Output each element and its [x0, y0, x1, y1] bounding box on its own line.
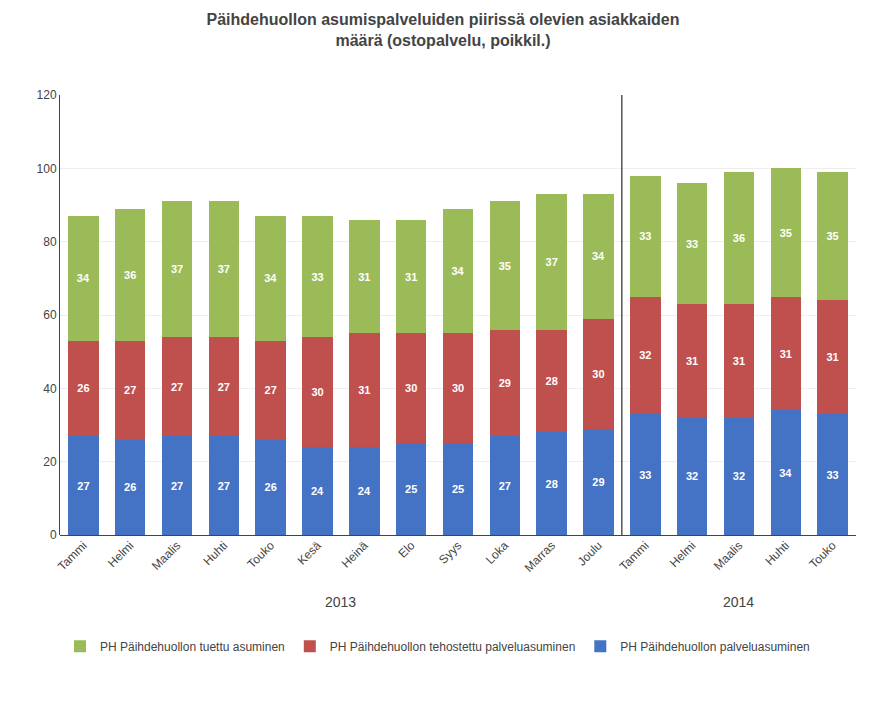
svg-text:30: 30 — [405, 382, 417, 394]
svg-text:34: 34 — [77, 272, 90, 284]
svg-text:Heinä: Heinä — [339, 538, 371, 570]
svg-text:2013: 2013 — [325, 594, 356, 610]
svg-text:27: 27 — [218, 480, 230, 492]
svg-text:20: 20 — [43, 455, 57, 469]
svg-text:31: 31 — [405, 271, 417, 283]
svg-text:30: 30 — [311, 386, 323, 398]
svg-text:34: 34 — [592, 250, 605, 262]
svg-text:35: 35 — [826, 230, 838, 242]
svg-text:32: 32 — [733, 470, 745, 482]
svg-text:37: 37 — [546, 256, 558, 268]
svg-text:Helmi: Helmi — [105, 538, 137, 570]
svg-text:30: 30 — [592, 368, 604, 380]
svg-text:27: 27 — [171, 480, 183, 492]
svg-text:Huhti: Huhti — [762, 538, 792, 568]
svg-text:26: 26 — [124, 481, 136, 493]
svg-text:28: 28 — [546, 478, 558, 490]
svg-text:26: 26 — [265, 481, 277, 493]
svg-text:Elo: Elo — [395, 538, 417, 560]
svg-text:27: 27 — [171, 381, 183, 393]
svg-text:29: 29 — [592, 476, 604, 488]
svg-text:31: 31 — [780, 348, 792, 360]
svg-text:100: 100 — [37, 162, 57, 176]
svg-text:33: 33 — [826, 469, 838, 481]
svg-text:37: 37 — [171, 263, 183, 275]
svg-text:Joulu: Joulu — [575, 538, 605, 568]
svg-text:36: 36 — [733, 232, 745, 244]
svg-text:31: 31 — [358, 271, 370, 283]
svg-text:Huhti: Huhti — [201, 538, 231, 568]
svg-text:34: 34 — [264, 272, 277, 284]
svg-text:31: 31 — [358, 384, 370, 396]
svg-text:33: 33 — [639, 469, 651, 481]
svg-text:28: 28 — [546, 375, 558, 387]
svg-text:PH Päihdehuollon palveluasumin: PH Päihdehuollon palveluasuminen — [620, 640, 809, 654]
svg-text:Maalis: Maalis — [711, 538, 745, 572]
svg-text:33: 33 — [639, 230, 651, 242]
svg-text:Helmi: Helmi — [667, 538, 699, 570]
svg-text:27: 27 — [499, 480, 511, 492]
svg-text:34: 34 — [451, 265, 464, 277]
svg-text:80: 80 — [43, 235, 57, 249]
svg-text:60: 60 — [43, 308, 57, 322]
svg-text:25: 25 — [452, 483, 464, 495]
svg-text:Syys: Syys — [436, 538, 464, 566]
svg-text:27: 27 — [218, 381, 230, 393]
svg-text:37: 37 — [218, 263, 230, 275]
svg-text:35: 35 — [499, 260, 511, 272]
svg-text:32: 32 — [639, 349, 651, 361]
svg-text:31: 31 — [733, 355, 745, 367]
svg-text:Loka: Loka — [483, 538, 512, 567]
svg-text:Maalis: Maalis — [149, 538, 183, 572]
svg-text:30: 30 — [452, 382, 464, 394]
svg-text:120: 120 — [37, 88, 57, 102]
svg-text:PH Päihdehuollon tehostettu pa: PH Päihdehuollon tehostettu palveluasumi… — [330, 640, 576, 654]
svg-text:Tammi: Tammi — [55, 538, 90, 573]
svg-text:Marras: Marras — [522, 538, 558, 574]
svg-text:26: 26 — [77, 382, 89, 394]
svg-text:24: 24 — [311, 485, 324, 497]
svg-text:29: 29 — [499, 377, 511, 389]
svg-text:33: 33 — [311, 271, 323, 283]
svg-text:32: 32 — [686, 470, 698, 482]
svg-text:Touko: Touko — [245, 538, 278, 571]
svg-text:34: 34 — [779, 467, 792, 479]
svg-text:27: 27 — [124, 384, 136, 396]
svg-text:40: 40 — [43, 382, 57, 396]
svg-text:Tammi: Tammi — [617, 538, 652, 573]
svg-text:36: 36 — [124, 269, 136, 281]
svg-text:Päihdehuollon asumispalveluide: Päihdehuollon asumispalveluiden piirissä… — [206, 11, 679, 49]
svg-text:31: 31 — [686, 355, 698, 367]
svg-text:31: 31 — [826, 351, 838, 363]
svg-text:2014: 2014 — [723, 594, 754, 610]
svg-text:Kesä: Kesä — [295, 538, 324, 567]
svg-text:PH Päihdehuollon tuettu asumin: PH Päihdehuollon tuettu asuminen — [100, 640, 285, 654]
svg-text:25: 25 — [405, 483, 417, 495]
svg-text:35: 35 — [780, 227, 792, 239]
svg-text:33: 33 — [686, 238, 698, 250]
svg-text:24: 24 — [358, 485, 371, 497]
svg-text:0: 0 — [50, 528, 57, 542]
svg-text:27: 27 — [77, 480, 89, 492]
svg-text:Touko: Touko — [806, 538, 839, 571]
svg-text:27: 27 — [265, 384, 277, 396]
